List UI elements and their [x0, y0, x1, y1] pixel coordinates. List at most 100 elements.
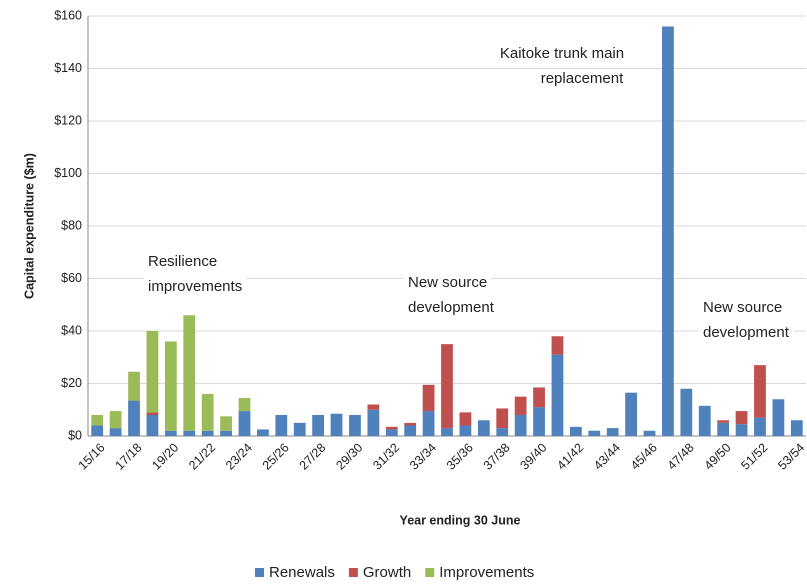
- bar-segment: [606, 428, 619, 436]
- x-tick-label: 17/18: [112, 441, 144, 473]
- annotation: Kaitoke trunk main: [500, 45, 624, 62]
- annotation: New source: [703, 299, 782, 316]
- bar-segment: [404, 422, 417, 426]
- bar-segment: [514, 396, 527, 415]
- bar-segment: [367, 409, 380, 436]
- x-tick-label: 27/28: [297, 441, 329, 473]
- bar-segment: [220, 416, 232, 431]
- annotation-background: [404, 297, 499, 317]
- bar-segment: [735, 411, 748, 425]
- bar-segment: [754, 417, 766, 436]
- y-tick-label: $80: [61, 218, 82, 232]
- annotation: improvements: [148, 278, 242, 295]
- x-tick-label: 53/54: [775, 441, 807, 473]
- x-tick-label: 19/20: [149, 441, 181, 473]
- bar-segment: [91, 415, 104, 426]
- bar-segment: [257, 429, 269, 436]
- bar-segment: [551, 336, 564, 355]
- x-tick-label: 25/26: [260, 441, 292, 473]
- bar-segment: [588, 430, 601, 436]
- x-tick-label: 21/22: [186, 441, 218, 473]
- bar-segment: [201, 394, 214, 431]
- x-tick-label: 31/32: [370, 441, 402, 473]
- x-axis-title: Year ending 30 June: [400, 513, 521, 527]
- bar-segment: [349, 415, 361, 436]
- bar-segment: [441, 344, 453, 429]
- legend-label: Improvements: [439, 564, 534, 581]
- bar-segment: [293, 422, 306, 436]
- bar-segment: [717, 420, 730, 423]
- bar-segment: [183, 315, 196, 431]
- y-axis-title: Capital expenditure ($m): [22, 153, 36, 299]
- y-tick-label: $60: [61, 271, 82, 285]
- y-tick-label: $100: [54, 166, 82, 180]
- annotation: Resilience: [148, 253, 217, 270]
- x-tick-label: 41/42: [554, 441, 586, 473]
- bar-segment: [625, 392, 637, 436]
- bar-segment: [404, 425, 417, 436]
- bar-segment: [330, 413, 343, 436]
- bar-segment: [698, 405, 711, 436]
- bar-segment: [238, 397, 251, 412]
- bar-segment: [422, 411, 435, 436]
- x-tick-label: 45/46: [628, 441, 660, 473]
- y-tick-label: $20: [61, 376, 82, 390]
- bar-segment: [533, 387, 545, 408]
- y-tick-label: $0: [68, 428, 82, 442]
- bar-segment: [367, 404, 380, 410]
- bar-segment: [662, 26, 674, 436]
- bar-segment: [643, 430, 656, 436]
- bar-segment: [422, 384, 435, 412]
- x-tick-label: 23/24: [223, 441, 255, 473]
- bar-segment: [735, 424, 748, 436]
- x-tick-label: 29/30: [333, 441, 365, 473]
- legend-swatch: [255, 568, 264, 577]
- annotation-background: [144, 276, 247, 296]
- bar-segment: [238, 411, 251, 436]
- bar-segment: [312, 415, 325, 436]
- bar-segment: [146, 412, 159, 415]
- bar-segment: [164, 341, 177, 431]
- y-tick-label: $40: [61, 323, 82, 337]
- bar-segment: [275, 415, 288, 436]
- x-tick-label: 39/40: [517, 441, 549, 473]
- bar-segment: [459, 425, 472, 436]
- annotation-background: [536, 68, 629, 88]
- bar-segment: [220, 430, 232, 436]
- x-tick-label: 35/36: [444, 441, 476, 473]
- y-tick-label: $120: [54, 113, 82, 127]
- annotation: replacement: [541, 70, 624, 87]
- bar-segment: [201, 430, 214, 436]
- bar-segment: [441, 428, 453, 436]
- annotation-background: [144, 251, 222, 271]
- x-tick-label: 49/50: [702, 441, 734, 473]
- bar-segment: [146, 415, 159, 436]
- legend-label: Renewals: [269, 564, 335, 581]
- annotation: New source: [408, 274, 487, 291]
- bar-segment: [164, 430, 177, 436]
- x-tick-label: 37/38: [481, 441, 513, 473]
- y-tick-label: $160: [54, 8, 82, 22]
- x-tick-label: 43/44: [591, 441, 623, 473]
- bar-segment: [128, 371, 140, 401]
- bar-segment: [717, 422, 730, 436]
- bar-segment: [569, 426, 582, 436]
- bar-segment: [128, 400, 140, 436]
- bar-segment: [109, 411, 122, 429]
- bar-segment: [533, 407, 545, 436]
- annotation-background: [404, 272, 492, 292]
- bar-segment: [385, 426, 398, 430]
- bar-segment: [146, 331, 159, 413]
- legend-swatch: [425, 568, 435, 577]
- x-tick-label: 47/48: [665, 441, 697, 473]
- bar-segment: [385, 429, 398, 436]
- annotation-background: [699, 322, 794, 342]
- bar-segment: [496, 428, 509, 436]
- legend-label: Growth: [363, 564, 411, 581]
- bar-segment: [680, 388, 693, 436]
- bar-segment: [183, 430, 196, 436]
- y-tick-label: $140: [54, 61, 82, 75]
- legend-swatch: [348, 568, 358, 577]
- bar-segment: [109, 428, 122, 436]
